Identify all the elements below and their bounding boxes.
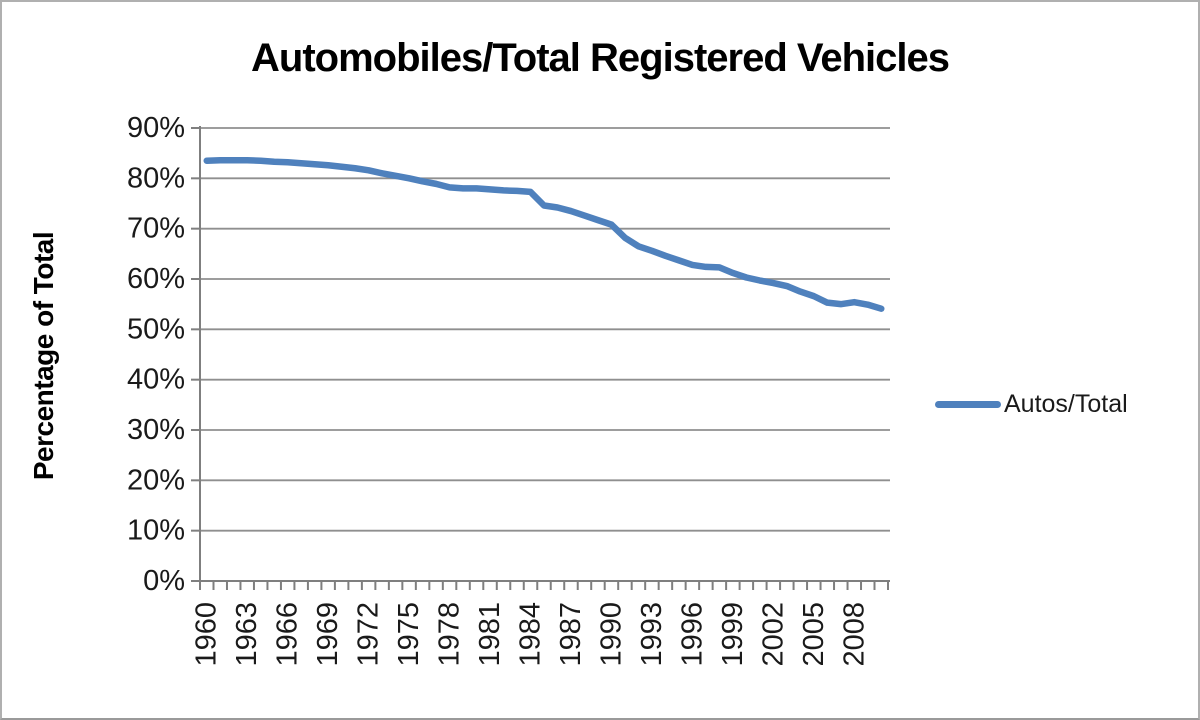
x-tick-label: 1999 xyxy=(717,602,749,667)
x-tick-label: 1972 xyxy=(353,602,385,667)
y-tick-label: 10% xyxy=(127,515,185,547)
y-tick-label: 80% xyxy=(127,162,185,194)
y-tick-label: 60% xyxy=(127,263,185,295)
x-tick-label: 1993 xyxy=(636,602,668,667)
y-tick-label: 90% xyxy=(127,112,185,144)
x-tick-label: 1978 xyxy=(434,602,466,667)
x-tick-label: 2008 xyxy=(838,602,870,667)
y-tick-label: 0% xyxy=(143,565,185,597)
x-tick-label: 2002 xyxy=(757,602,789,667)
x-tick-label: 1966 xyxy=(272,602,304,667)
y-tick-label: 20% xyxy=(127,464,185,496)
x-tick-label: 1987 xyxy=(555,602,587,667)
legend-label: Autos/Total xyxy=(1004,390,1128,418)
x-tick-label: 1963 xyxy=(231,602,263,667)
x-tick-label: 1975 xyxy=(393,602,425,667)
x-tick-label: 1996 xyxy=(676,602,708,667)
legend: Autos/Total xyxy=(935,390,1128,419)
x-tick-label: 1984 xyxy=(515,602,547,667)
x-tick-label: 1990 xyxy=(595,602,627,667)
series-line xyxy=(203,156,885,312)
y-tick-label: 70% xyxy=(127,213,185,245)
x-tick-label: 1969 xyxy=(312,602,344,667)
legend-line-swatch xyxy=(935,401,1001,408)
x-tick-label: 2005 xyxy=(798,602,830,667)
x-tick-label: 1960 xyxy=(191,602,223,667)
y-tick-label: 40% xyxy=(127,364,185,396)
y-tick-label: 50% xyxy=(127,313,185,345)
chart-title: Automobiles/Total Registered Vehicles xyxy=(251,36,950,80)
y-tick-label: 30% xyxy=(127,414,185,446)
x-tick-label: 1981 xyxy=(474,602,506,667)
